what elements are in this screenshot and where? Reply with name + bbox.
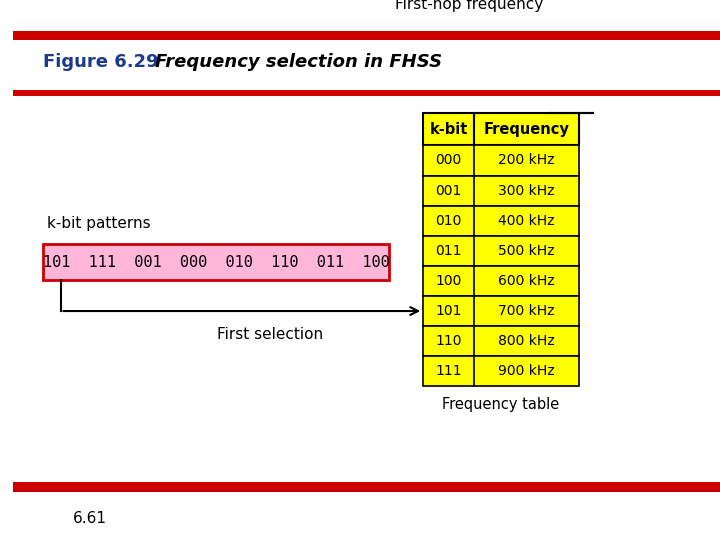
Text: 010: 010 <box>436 214 462 228</box>
Bar <box>423 176 579 206</box>
Bar <box>13 482 720 492</box>
Text: First-hop frequency: First-hop frequency <box>395 0 544 12</box>
Text: 200 kHz: 200 kHz <box>498 153 554 167</box>
Text: 101: 101 <box>436 304 462 318</box>
Text: 400 kHz: 400 kHz <box>498 214 554 228</box>
Bar <box>423 206 579 236</box>
Bar <box>423 113 579 145</box>
Text: k-bit patterns: k-bit patterns <box>47 216 150 231</box>
Text: 111: 111 <box>436 364 462 378</box>
Text: 110: 110 <box>436 334 462 348</box>
Text: First selection: First selection <box>217 327 323 342</box>
Text: 600 kHz: 600 kHz <box>498 274 554 288</box>
Text: 011: 011 <box>436 244 462 258</box>
Text: k-bit: k-bit <box>429 122 468 137</box>
Text: Figure 6.29: Figure 6.29 <box>43 53 158 71</box>
Bar <box>423 296 579 326</box>
Text: 6.61: 6.61 <box>73 511 107 526</box>
Text: 101  111  001  000  010  110  011  100: 101 111 001 000 010 110 011 100 <box>42 255 390 270</box>
Bar <box>423 356 579 386</box>
Bar <box>423 326 579 356</box>
Bar <box>423 145 579 176</box>
Text: 700 kHz: 700 kHz <box>498 304 554 318</box>
Bar <box>43 244 390 280</box>
Bar <box>13 90 720 96</box>
Text: 900 kHz: 900 kHz <box>498 364 554 378</box>
Text: Frequency selection in FHSS: Frequency selection in FHSS <box>155 53 441 71</box>
Bar <box>423 236 579 266</box>
Text: 001: 001 <box>436 184 462 198</box>
Text: 000: 000 <box>436 153 462 167</box>
Text: Frequency table: Frequency table <box>442 397 559 412</box>
Text: 800 kHz: 800 kHz <box>498 334 554 348</box>
Text: 100: 100 <box>436 274 462 288</box>
Text: Frequency: Frequency <box>483 122 570 137</box>
Text: 500 kHz: 500 kHz <box>498 244 554 258</box>
Text: 300 kHz: 300 kHz <box>498 184 554 198</box>
Bar <box>13 31 720 40</box>
Bar <box>423 266 579 296</box>
